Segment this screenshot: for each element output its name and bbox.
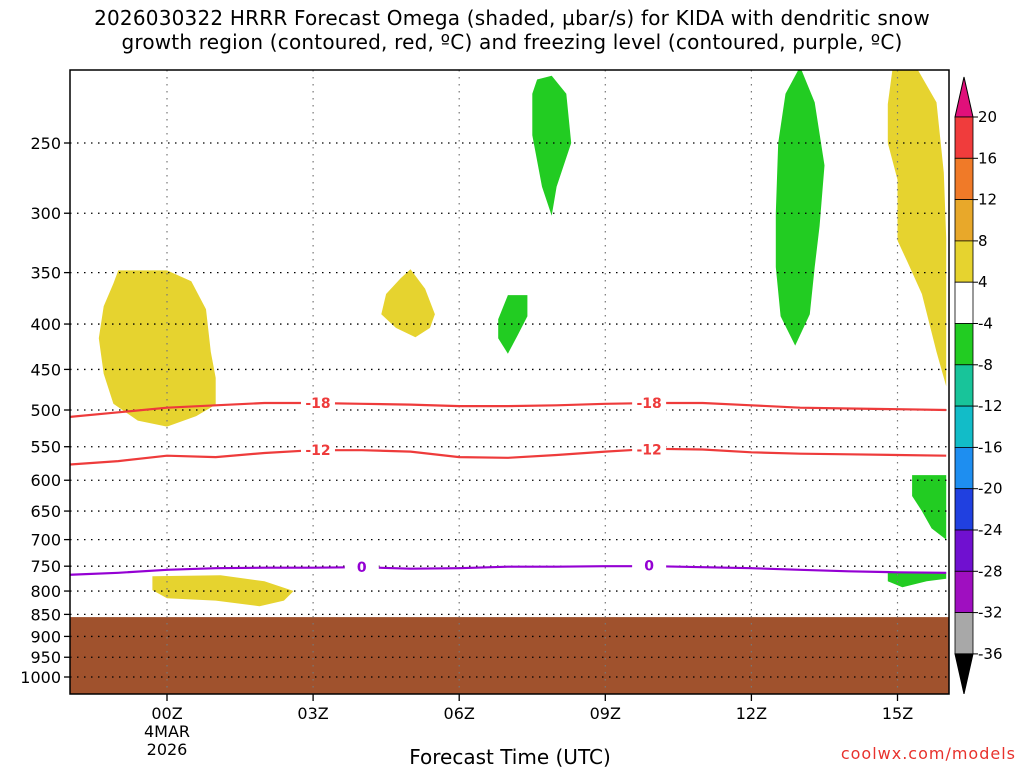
colorbar-tick-label: -8	[978, 356, 993, 374]
x-tick-label: 12Z	[736, 704, 767, 723]
y-tick-label: 250	[30, 134, 61, 153]
y-tick-label: 1000	[20, 668, 61, 687]
omega-region-green-7	[775, 70, 825, 346]
y-tick-label: 550	[30, 438, 61, 457]
x-axis-label: Forecast Time (UTC)	[409, 745, 611, 769]
colorbar-segment	[954, 529, 974, 572]
colorbar-tick-label: -20	[978, 480, 1003, 498]
omega-region-yellow-2	[381, 269, 435, 338]
contour-label-bg	[632, 395, 667, 412]
y-tick-label: 900	[30, 627, 61, 646]
y-axis: 250 300 350 400 450 500 550 600 650 700 750 800 850 9…	[20, 134, 70, 687]
colorbar-tick-label: 12	[978, 191, 997, 209]
colorbar-tick-label: -12	[978, 397, 1003, 415]
x-tick-label: 09Z	[590, 704, 621, 723]
colorbar-tick-label: -36	[978, 645, 1003, 663]
y-tick-label: 400	[30, 315, 61, 334]
omega-region-yellow-4	[887, 70, 947, 387]
y-tick-label: 850	[30, 605, 61, 624]
terrain-below-ground	[70, 617, 949, 694]
contour-label: 0	[357, 560, 367, 576]
colorbar-tick-label: 4	[978, 273, 988, 291]
colorbar-segment	[954, 364, 974, 407]
colorbar-tick-label: 16	[978, 149, 997, 167]
colorbar-segment	[954, 240, 974, 283]
y-tick-label: 950	[30, 648, 61, 667]
contour-label-bg	[632, 441, 667, 458]
chart-title-line2: growth region (contoured, red, ºC) and f…	[121, 30, 903, 54]
contour-line-2	[70, 565, 947, 576]
y-tick-label: 650	[30, 502, 61, 521]
x-tick-sublabel: 2026	[147, 740, 188, 759]
contour-label-bg	[300, 442, 335, 459]
colorbar: 20 16 12 8 4 -4 -8 -12 -16 -20 -24 -28 -32 -36	[954, 76, 1003, 695]
colorbar-segment	[954, 323, 974, 366]
contour-label: -18	[305, 396, 330, 412]
colorbar-segment	[954, 281, 974, 324]
y-tick-label: 750	[30, 557, 61, 576]
plot-frame	[69, 69, 950, 695]
contour-label: -12	[305, 443, 330, 459]
chart-title: 2026030322 HRRR Forecast Omega (shaded, …	[0, 6, 1024, 54]
contour-label: -12	[636, 443, 661, 459]
contours: -18 -18 -12 -12 0 0	[70, 395, 947, 576]
colorbar-tick-label: -32	[978, 604, 1003, 622]
omega-region-green-8	[912, 475, 947, 540]
omega-region-yellow-3	[152, 575, 294, 607]
colorbar-tick-label: 8	[978, 232, 988, 250]
x-tick-label: 06Z	[444, 704, 475, 723]
colorbar-segment	[954, 612, 974, 655]
colorbar-tick-label: -4	[978, 315, 993, 333]
contour-line-0	[70, 401, 947, 418]
omega-region-green-9	[887, 572, 947, 588]
x-tick-label: 03Z	[297, 704, 328, 723]
contour-label-bg	[344, 559, 379, 576]
colorbar-top-arrow	[954, 76, 974, 118]
omega-region-green-6	[498, 295, 528, 354]
y-tick-label: 300	[30, 204, 61, 223]
chart-title-line1: 2026030322 HRRR Forecast Omega (shaded, …	[94, 6, 930, 30]
colorbar-segment	[954, 570, 974, 613]
omega-region-green-5	[532, 75, 572, 216]
contour-line-1	[70, 447, 947, 466]
x-tick-sublabel: 4MAR	[144, 722, 190, 741]
colorbar-bottom-arrow	[954, 653, 974, 695]
colorbar-segment	[954, 157, 974, 201]
y-tick-label: 450	[30, 360, 61, 379]
contour-label-bg	[632, 557, 667, 574]
colorbar-tick-label: -24	[978, 521, 1003, 539]
colorbar-tick-label: -16	[978, 438, 1003, 456]
colorbar-segment	[954, 488, 974, 531]
colorbar-tick-label: -28	[978, 562, 1003, 580]
colorbar-tick-label: 20	[978, 108, 997, 126]
colorbar-segment	[954, 116, 974, 159]
y-tick-label: 500	[30, 401, 61, 420]
y-tick-label: 600	[30, 471, 61, 490]
y-tick-label: 700	[30, 531, 61, 550]
x-tick-label: 00Z	[151, 704, 182, 723]
colorbar-segment	[954, 199, 974, 242]
colorbar-segment	[954, 446, 974, 490]
colorbar-segment	[954, 405, 974, 448]
contour-label: 0	[644, 559, 654, 575]
x-tick-label: 15Z	[882, 704, 913, 723]
contour-label: -18	[636, 396, 661, 412]
omega-region-yellow-1	[98, 270, 216, 427]
y-tick-label: 350	[30, 264, 61, 283]
site-credit: coolwx.com/models	[840, 744, 1016, 763]
contour-label-bg	[300, 395, 335, 412]
y-tick-label: 800	[30, 582, 61, 601]
plot-area	[70, 70, 949, 694]
